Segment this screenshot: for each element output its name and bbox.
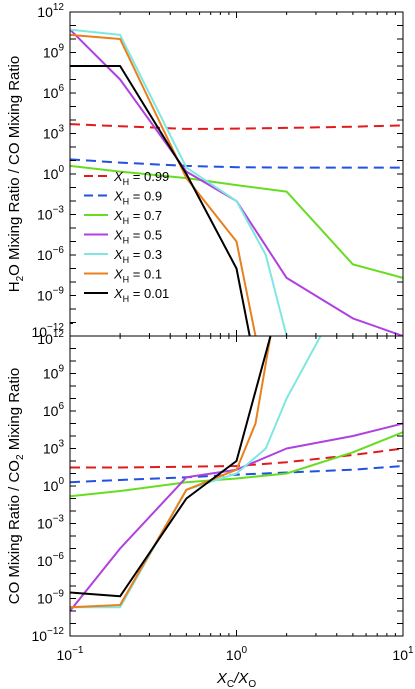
series-line-xh-0-1 — [70, 336, 272, 609]
legend-entry: XH = 0.01 — [113, 286, 169, 304]
y-tick-label: 106 — [43, 401, 65, 419]
legend-entry: XH = 0.3 — [113, 247, 162, 265]
series-line-xh-0-9 — [70, 465, 403, 484]
y-tick-label: 1012 — [37, 329, 64, 347]
series-line-xh-0-99 — [70, 123, 403, 130]
series-line-xh-0-3 — [70, 336, 322, 609]
series-lines — [70, 28, 403, 336]
x-tick-label: 10−1 — [57, 645, 84, 663]
series-line-xh-0-9 — [70, 158, 403, 169]
y-tick-label: 100 — [43, 476, 65, 494]
y-tick-label: 10−6 — [37, 551, 64, 569]
x-tick-label: 100 — [226, 645, 248, 663]
series-lines — [70, 336, 403, 612]
series-line-xh-0-1 — [70, 33, 257, 336]
y-tick-label: 10−3 — [37, 205, 64, 223]
legend-entry: XH = 0.7 — [113, 208, 162, 226]
y-tick-label: 10−3 — [37, 514, 64, 532]
series-line-xh-0-7 — [70, 164, 403, 279]
legend-entry: XH = 0.9 — [113, 189, 162, 207]
series-line-xh-0-01 — [70, 65, 251, 336]
y-tick-label: 10−12 — [31, 322, 64, 340]
x-tick-label: 101 — [392, 645, 414, 663]
legend-entry: XH = 0.99 — [113, 169, 169, 187]
y-axis-title: CO Mixing Ratio / CO2 Mixing Ratio — [6, 368, 26, 604]
y-tick-label: 103 — [43, 124, 65, 142]
legend-entry: XH = 0.5 — [113, 228, 162, 246]
x-axis-title: XC/XO — [216, 670, 256, 689]
y-tick-label: 10−12 — [31, 626, 64, 644]
top-panel: 1012 109 106 103 100 10−3 10−6 10−9 10−12 H2O Mix… — [6, 2, 404, 340]
y-tick-label: 10−9 — [37, 589, 64, 607]
series-line-xh-0-7 — [70, 431, 403, 498]
plot-frame — [69, 335, 404, 637]
series-line-xh-0-99 — [70, 447, 403, 469]
y-tick-label: 106 — [43, 83, 65, 101]
y-tick-label: 1012 — [37, 2, 64, 20]
y-tick-label: 10−9 — [37, 286, 64, 304]
series-line-xh-0-3 — [70, 28, 288, 336]
y-tick-label: 103 — [43, 439, 65, 457]
series-line-xh-0-01 — [70, 336, 272, 598]
y-tick-label: 100 — [43, 164, 65, 182]
y-tick-label: 10−6 — [37, 245, 64, 263]
y-tick-label: 109 — [43, 43, 65, 61]
legend-entry: XH = 0.1 — [113, 267, 162, 285]
y-tick-label: 109 — [43, 364, 65, 382]
y-axis-title: H2O Mixing Ratio / CO Mixing Ratio — [6, 56, 26, 292]
